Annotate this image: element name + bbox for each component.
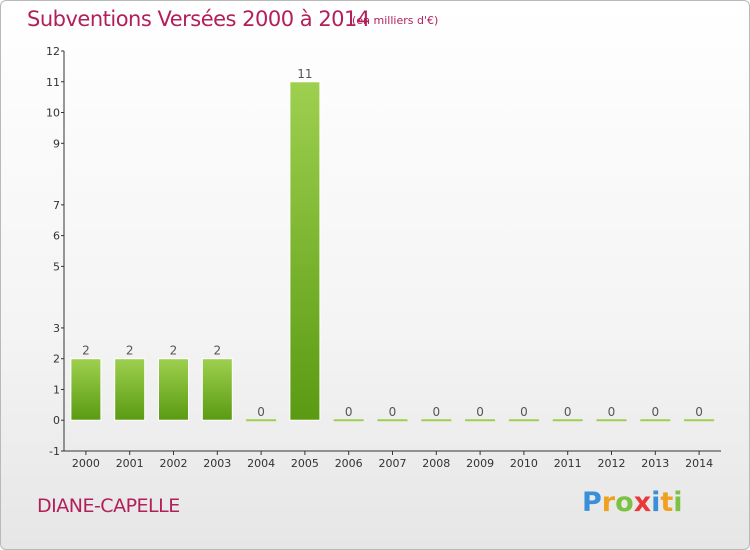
data-label: 0: [389, 405, 397, 419]
bar: [158, 358, 189, 421]
data-label: 2: [170, 344, 178, 358]
logo-letter: i: [651, 487, 661, 518]
bar-zero: [465, 419, 496, 422]
y-tick-label: 3: [53, 322, 60, 335]
data-label: 2: [82, 344, 90, 358]
y-tick-label: 6: [53, 230, 60, 243]
x-axis-labels: 2000 2001 2002 2003 2004 2005 2006 2007 2008 2009…: [72, 457, 713, 470]
bar: [201, 358, 233, 421]
data-label: 2: [126, 344, 134, 358]
logo-letter: i: [673, 487, 683, 518]
x-tick-label: 2000: [72, 457, 100, 470]
bar-zero: [596, 419, 627, 422]
x-tick-label: 2004: [247, 457, 275, 470]
data-label: 0: [432, 405, 440, 419]
x-tick-label: 2002: [160, 457, 188, 470]
data-label: 0: [476, 405, 484, 419]
bar-zero: [333, 419, 364, 422]
bar-zero: [421, 419, 452, 422]
bar-zero: [508, 419, 539, 422]
data-label: 0: [520, 405, 528, 419]
chart-bars: [70, 81, 715, 422]
data-label: 0: [345, 405, 353, 419]
x-tick-label: 2010: [510, 457, 538, 470]
logo-letter: r: [601, 487, 616, 518]
data-label: 0: [695, 405, 703, 419]
chart-subtitle: (en milliers d'€): [352, 14, 439, 27]
x-tick-label: 2014: [685, 457, 713, 470]
bar-zero: [552, 419, 583, 422]
x-tick-label: 2001: [116, 457, 144, 470]
bar: [114, 358, 146, 421]
bar: [289, 81, 321, 421]
bar-zero: [684, 419, 715, 422]
x-tick-label: 2011: [554, 457, 582, 470]
y-tick-label: 11: [46, 76, 60, 89]
y-tick-label: 9: [53, 137, 60, 150]
logo-letter: t: [660, 487, 674, 518]
x-tick-label: 2012: [598, 457, 626, 470]
bar-zero: [377, 419, 408, 422]
x-tick-label: 2007: [379, 457, 407, 470]
y-tick-label: 7: [53, 199, 60, 212]
x-tick-label: 2003: [203, 457, 231, 470]
y-tick-label: 5: [53, 260, 60, 273]
logo-letter: o: [615, 487, 634, 518]
data-label: 0: [257, 405, 265, 419]
data-labels: 2 2 2 2 0 11 0 0 0 0 0 0 0 0 0: [82, 67, 703, 419]
x-tick-label: 2008: [422, 457, 450, 470]
commune-name: DIANE-CAPELLE: [37, 495, 180, 517]
x-tick-label: 2006: [335, 457, 363, 470]
chart-title: Subventions Versées 2000 à 2014: [27, 7, 370, 31]
logo-letter: x: [633, 487, 652, 518]
x-tick-label: 2013: [641, 457, 669, 470]
bar-zero: [640, 419, 671, 422]
bar-zero: [246, 419, 277, 422]
chart-axes: [61, 50, 721, 455]
x-tick-label: 2005: [291, 457, 319, 470]
y-tick-label: -1: [49, 445, 60, 458]
y-tick-label: 2: [53, 353, 60, 366]
data-label: 0: [564, 405, 572, 419]
y-tick-label: 1: [53, 383, 60, 396]
y-tick-label: 12: [46, 45, 60, 58]
bar: [70, 358, 102, 421]
logo-letter: P: [582, 487, 602, 518]
data-label: 2: [213, 344, 221, 358]
data-label: 11: [297, 67, 312, 81]
x-tick-label: 2009: [466, 457, 494, 470]
y-tick-label: 10: [46, 107, 60, 120]
data-label: 0: [608, 405, 616, 419]
proxiti-logo: Proxiti: [582, 487, 683, 518]
y-tick-label: 0: [53, 414, 60, 427]
data-label: 0: [651, 405, 659, 419]
